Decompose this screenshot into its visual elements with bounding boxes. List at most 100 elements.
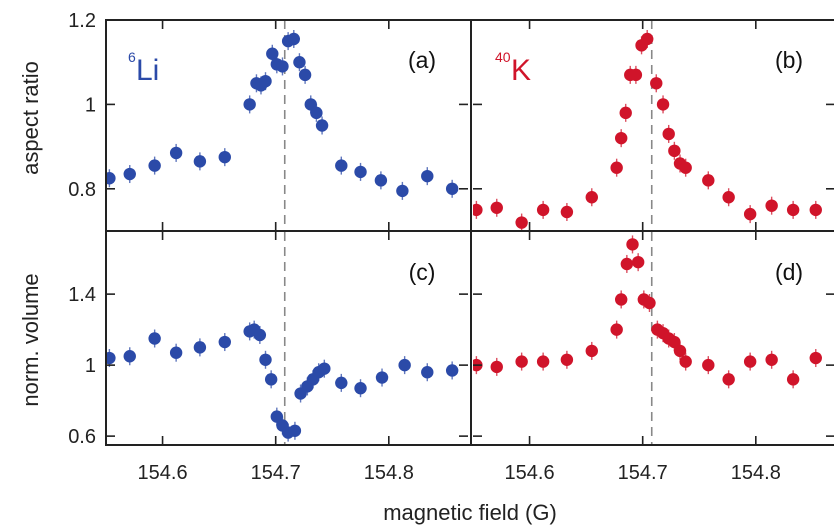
data-point <box>270 410 284 423</box>
data-point <box>560 205 574 219</box>
data-point <box>169 346 183 359</box>
panel-plot-area <box>473 232 822 445</box>
panel-b: (b) 40 K <box>473 20 822 231</box>
data-point <box>298 68 312 82</box>
data-point <box>515 355 528 368</box>
data-point <box>335 159 348 172</box>
species-label: K <box>511 54 531 87</box>
panel-a: (a) 6 Li <box>106 20 459 231</box>
data-point <box>629 68 643 82</box>
data-point <box>610 323 623 336</box>
panel-label: (b) <box>775 47 803 73</box>
data-point <box>809 203 822 217</box>
data-point <box>650 77 663 90</box>
data-point <box>679 355 692 368</box>
data-point <box>662 127 675 141</box>
x-tick-label: 154.6 <box>505 462 555 484</box>
y-axis-title-norm-volume: norm. volume <box>18 273 43 406</box>
data-point <box>335 376 348 390</box>
y-tick-label: 0.6 <box>68 426 96 448</box>
panel-label: (a) <box>408 47 436 73</box>
data-point <box>614 131 628 145</box>
data-point <box>786 203 800 217</box>
data-point <box>148 332 161 345</box>
data-point <box>679 161 692 174</box>
axis-ticks: 0.8 1 1.2 0.6 1 1.4 154.6 154.6 154.7 154.7 154.8 1… <box>68 10 834 484</box>
data-point <box>610 161 623 174</box>
data-point <box>560 353 574 366</box>
panel-d: (d) <box>473 232 822 445</box>
data-point <box>288 424 302 437</box>
data-point <box>668 335 681 349</box>
data-point <box>445 182 459 195</box>
data-point <box>620 257 634 271</box>
data-point <box>765 353 778 366</box>
data-point <box>614 293 628 306</box>
data-point <box>631 255 645 269</box>
data-point <box>536 203 550 217</box>
panel-frames <box>105 19 834 446</box>
data-point <box>259 353 272 366</box>
data-point <box>619 106 632 120</box>
y-axis-title-aspect-ratio: aspect ratio <box>18 61 43 175</box>
data-point <box>106 172 116 185</box>
y-tick-label: 1 <box>85 94 96 116</box>
data-point <box>218 335 231 349</box>
data-point <box>786 373 800 386</box>
data-point <box>585 191 598 204</box>
data-point <box>169 146 183 160</box>
data-point <box>354 165 367 179</box>
x-tick-label: 154.7 <box>618 462 668 484</box>
data-point <box>264 373 278 386</box>
x-axis-title: magnetic field (G) <box>383 500 557 525</box>
data-point <box>702 358 715 372</box>
y-tick-label: 1 <box>85 355 96 377</box>
x-tick-label: 154.7 <box>251 462 301 484</box>
y-tick-label: 1.2 <box>68 10 96 32</box>
data-point <box>106 351 116 365</box>
data-point <box>318 362 331 375</box>
data-point <box>585 344 598 358</box>
data-point <box>668 144 681 158</box>
data-point <box>473 203 483 217</box>
y-tick-label: 1.4 <box>68 284 96 306</box>
data-point <box>722 191 735 204</box>
data-point <box>243 98 256 111</box>
data-point <box>702 174 715 187</box>
data-point <box>421 169 434 183</box>
data-point <box>765 199 778 212</box>
data-point <box>396 184 409 198</box>
x-tick-label: 154.8 <box>731 462 781 484</box>
y-tick-label: 0.8 <box>68 179 96 201</box>
data-point <box>536 355 550 368</box>
data-point <box>287 32 300 46</box>
data-point <box>643 296 656 310</box>
panel-label: (d) <box>775 259 803 285</box>
panel-plot-area <box>106 20 459 231</box>
data-point <box>354 382 367 395</box>
data-point <box>266 47 279 60</box>
x-tick-label: 154.8 <box>364 462 414 484</box>
panel-label: (c) <box>409 259 436 285</box>
species-label: Li <box>136 54 159 87</box>
data-point <box>253 328 267 342</box>
data-point <box>193 341 207 354</box>
data-point <box>148 159 161 172</box>
data-point <box>743 355 757 368</box>
data-point <box>293 56 306 69</box>
data-point <box>398 358 411 372</box>
data-point <box>515 216 528 229</box>
data-point <box>809 351 822 365</box>
data-point <box>421 366 434 379</box>
data-point <box>641 32 654 46</box>
data-point <box>276 60 289 73</box>
data-point <box>315 119 329 132</box>
data-point <box>375 371 389 384</box>
data-point <box>259 74 272 88</box>
data-point <box>218 150 231 164</box>
data-point <box>722 373 735 386</box>
data-point <box>123 350 136 363</box>
x-tick-label: 154.6 <box>138 462 188 484</box>
data-point <box>743 207 757 221</box>
